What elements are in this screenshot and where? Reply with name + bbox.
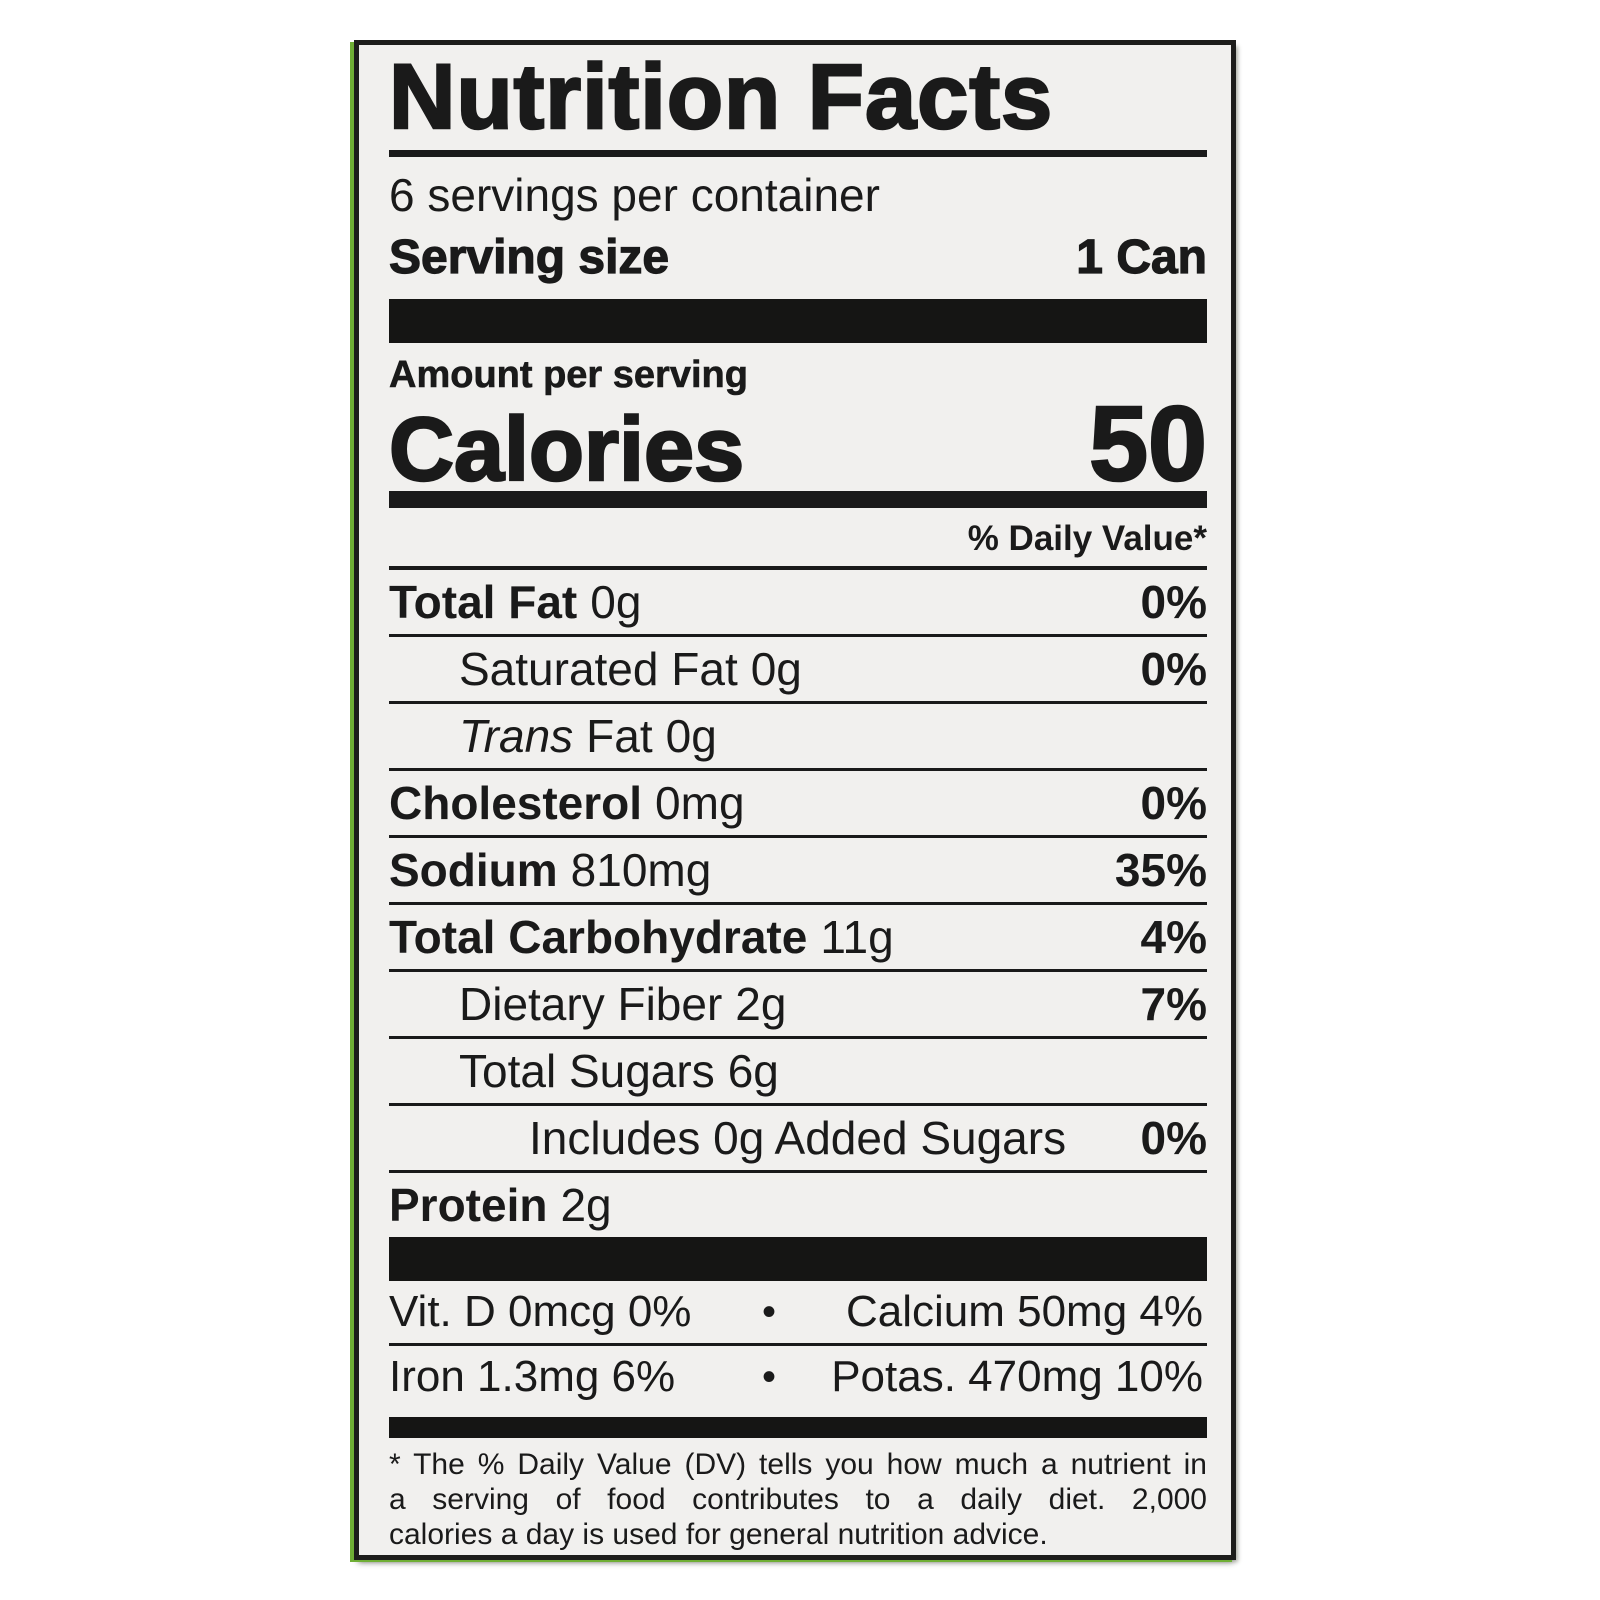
nutrient-value: 810mg (570, 844, 712, 896)
serving-size-value: 1 Can (1076, 230, 1208, 284)
nutrient-name: Total Carbohydrate (389, 911, 808, 963)
calories-value: 50 (1088, 385, 1208, 503)
daily-value-percent: 4% (1140, 911, 1207, 963)
separator-bar-footnote (389, 1417, 1207, 1438)
daily-value-footnote: * The % Daily Value (DV) tells you how m… (389, 1447, 1207, 1552)
nutrient-row-cholesterol: Cholesterol 0mg 0% (389, 771, 1207, 838)
footnote-line: * The % Daily Value (DV) tells you how m… (389, 1448, 1207, 1481)
daily-value-header: % Daily Value* (967, 519, 1207, 558)
calories-divider (389, 491, 1207, 508)
nutrient-row-total-carbohydrate: Total Carbohydrate 11g 4% (389, 905, 1207, 972)
nutrient-row-dietary-fiber: Dietary Fiber 2g 7% (389, 972, 1207, 1039)
serving-size-row: Serving size 1 Can (388, 229, 1208, 287)
nutrition-facts-label: Nutrition Facts 6 servings per container… (354, 40, 1236, 1560)
nutrient-value: 2g (735, 978, 787, 1030)
nutrient-name: Fat (586, 710, 653, 762)
bullet-separator: • (761, 1354, 776, 1399)
servings-per-container: 6 servings per container (389, 169, 880, 221)
bullet-separator: • (761, 1289, 776, 1334)
daily-value-percent: 35% (1114, 844, 1207, 896)
micronutrient-row-iron-potassium: Iron 1.3mg 6% • Potas. 470mg 10% (389, 1346, 1207, 1408)
title-divider (389, 150, 1207, 157)
nutrient-row-added-sugars: Includes 0g Added Sugars 0% (389, 1106, 1207, 1173)
separator-bar-thick-top (389, 299, 1207, 343)
nutrient-name: Cholesterol (389, 777, 643, 829)
nutrient-name: Sodium (389, 844, 558, 896)
nutrient-value: 0mg (655, 777, 745, 829)
micronutrient-vitamin-d: Vit. D 0mcg 0% (389, 1287, 692, 1336)
micronutrient-iron: Iron 1.3mg 6% (389, 1352, 676, 1401)
micronutrient-calcium: Calcium 50mg 4% (845, 1287, 1203, 1336)
nutrient-name: Includes 0g Added Sugars (529, 1112, 1067, 1164)
nutrient-name: Total Sugars (459, 1045, 715, 1097)
nutrient-value: 0g (750, 643, 802, 695)
amount-per-serving-label: Amount per serving (389, 354, 749, 397)
daily-value-percent: 0% (1140, 777, 1207, 829)
nutrient-row-sodium: Sodium 810mg 35% (389, 838, 1207, 905)
nutrient-row-protein: Protein 2g (389, 1173, 1207, 1237)
nutrient-value: 0g (665, 710, 717, 762)
micronutrient-potassium: Potas. 470mg 10% (831, 1352, 1203, 1401)
footnote-line: a serving of food contributes to a daily… (389, 1483, 1207, 1516)
nutrient-value: 11g (820, 911, 894, 963)
daily-value-percent: 0% (1140, 576, 1207, 628)
nutrient-value: 6g (727, 1045, 779, 1097)
nutrient-name-italic: Trans (459, 710, 574, 762)
nutrient-name: Saturated Fat (459, 643, 738, 695)
calories-row: Calories 50 (388, 388, 1208, 502)
nutrient-name: Dietary Fiber (459, 978, 723, 1030)
label-title: Nutrition Facts (388, 46, 1054, 148)
separator-bar-thick-bottom (389, 1237, 1207, 1281)
nutrient-row-total-fat: Total Fat 0g 0% (389, 570, 1207, 637)
nutrient-value: 0g (590, 576, 642, 628)
daily-value-divider (389, 566, 1207, 570)
daily-value-percent: 0% (1140, 1112, 1207, 1164)
serving-size-label: Serving size (388, 230, 670, 284)
calories-label: Calories (388, 399, 746, 502)
nutrient-row-trans-fat: Trans Fat 0g (389, 704, 1207, 771)
nutrient-value: 2g (560, 1179, 612, 1231)
nutrient-row-total-sugars: Total Sugars 6g (389, 1039, 1207, 1106)
nutrient-name: Protein (389, 1179, 548, 1231)
micronutrient-row-vitd-calcium: Vit. D 0mcg 0% • Calcium 50mg 4% (389, 1281, 1207, 1346)
daily-value-percent: 7% (1140, 978, 1207, 1030)
nutrient-name: Total Fat (389, 576, 578, 628)
nutrient-row-saturated-fat: Saturated Fat 0g 0% (389, 637, 1207, 704)
daily-value-percent: 0% (1140, 643, 1207, 695)
footnote-line: calories a day is used for general nutri… (389, 1518, 1048, 1551)
